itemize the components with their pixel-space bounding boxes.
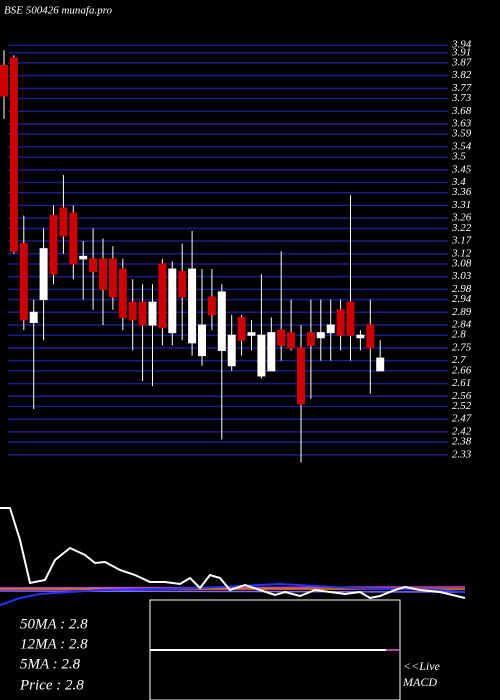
candle-body: [118, 268, 127, 318]
indicator-panel: [0, 507, 466, 606]
y-tick-label: 3.91: [451, 46, 471, 58]
y-tick-label: 3.26: [451, 212, 472, 224]
candle-body: [336, 309, 345, 336]
y-tick-label: 2.98: [452, 283, 472, 295]
candle-body: [59, 207, 68, 237]
ma-line: [0, 586, 466, 589]
candle-body: [29, 311, 38, 323]
candle-body: [376, 357, 385, 372]
candle-body: [79, 255, 88, 260]
y-tick-label: 3.77: [451, 82, 472, 94]
y-tick-label: 3.45: [451, 163, 472, 175]
y-tick-label: 2.7: [452, 354, 466, 366]
candle-body: [138, 301, 147, 326]
candle-body: [237, 316, 246, 341]
candle-body: [69, 212, 78, 265]
y-tick-label: 2.52: [452, 400, 472, 412]
candle-body: [39, 248, 48, 301]
y-tick-label: 2.94: [452, 293, 472, 305]
candle-body: [128, 301, 137, 321]
candle-body: [366, 324, 375, 349]
macd-label: MACD: [402, 675, 437, 689]
candle-body: [148, 301, 157, 326]
candle-body: [267, 332, 276, 372]
y-tick-label: 2.61: [452, 377, 471, 389]
candle-body: [297, 347, 305, 405]
candle-body: [168, 268, 177, 334]
candle-body: [316, 332, 325, 339]
candle-body: [306, 332, 315, 346]
y-tick-label: 3.94: [451, 39, 472, 51]
candle-body: [108, 258, 117, 298]
y-tick-label: 3.17: [451, 235, 472, 247]
candle-body: [277, 329, 286, 346]
y-tick-label: 3.54: [451, 140, 472, 152]
y-tick-label: 3.22: [451, 222, 472, 234]
ma-label: 50MA : 2.8: [20, 616, 88, 632]
y-tick-label: 3.36: [451, 186, 472, 198]
candle-body: [0, 64, 8, 97]
candle-body: [89, 258, 98, 273]
candle-body: [188, 268, 197, 344]
y-tick-label: 3.63: [451, 118, 472, 130]
y-tick-label: 3.08: [451, 257, 472, 269]
candle-body: [356, 334, 365, 339]
y-tick-label: 2.66: [452, 364, 472, 376]
y-tick-label: 2.56: [452, 390, 472, 402]
candle-body: [326, 324, 335, 334]
candle-body: [247, 332, 256, 336]
y-tick-label: 2.89: [452, 306, 472, 318]
candle-body: [99, 258, 107, 290]
candle-body: [198, 324, 206, 357]
ma-label: 12MA : 2.8: [20, 636, 88, 652]
candle-body: [227, 334, 236, 367]
y-tick-label: 2.38: [452, 436, 472, 448]
chart-title: BSE 500426 munafa.pro: [4, 5, 113, 17]
y-tick-label: 3.59: [451, 128, 472, 140]
y-tick-label: 3.03: [451, 270, 472, 282]
y-tick-label: 2.8: [452, 329, 466, 341]
y-tick-label: 3.68: [451, 105, 472, 117]
y-tick-label: 3.5: [451, 151, 466, 163]
y-tick-label: 2.33: [452, 448, 472, 460]
candle-body: [207, 296, 216, 316]
y-tick-label: 2.47: [452, 413, 472, 425]
y-tick-label: 3.31: [451, 199, 471, 211]
candle-body: [178, 271, 187, 298]
ma-label: 5MA : 2.8: [20, 656, 81, 672]
y-tick-label: 3.87: [451, 56, 472, 68]
candle-body: [49, 215, 58, 275]
y-tick-label: 3.82: [451, 69, 472, 81]
y-tick-label: 2.42: [452, 425, 472, 437]
live-label: <<Live: [403, 659, 441, 673]
candle-body: [9, 57, 18, 252]
candle-body: [217, 291, 226, 351]
y-tick-label: 3.12: [451, 247, 472, 259]
candle-body: [158, 263, 167, 329]
y-tick-label: 2.84: [452, 319, 472, 331]
ma-label: Price : 2.8: [19, 677, 84, 693]
candle-body: [257, 334, 266, 377]
price-panel: 3.943.913.873.823.773.733.683.633.593.54…: [0, 39, 472, 463]
indicator-line: [0, 507, 466, 600]
y-tick-label: 3.4: [451, 176, 466, 188]
y-tick-label: 2.75: [452, 341, 472, 353]
candle-body: [346, 301, 355, 336]
y-tick-label: 3.73: [451, 92, 472, 104]
candle-body: [287, 332, 296, 349]
candle-body: [19, 243, 28, 321]
